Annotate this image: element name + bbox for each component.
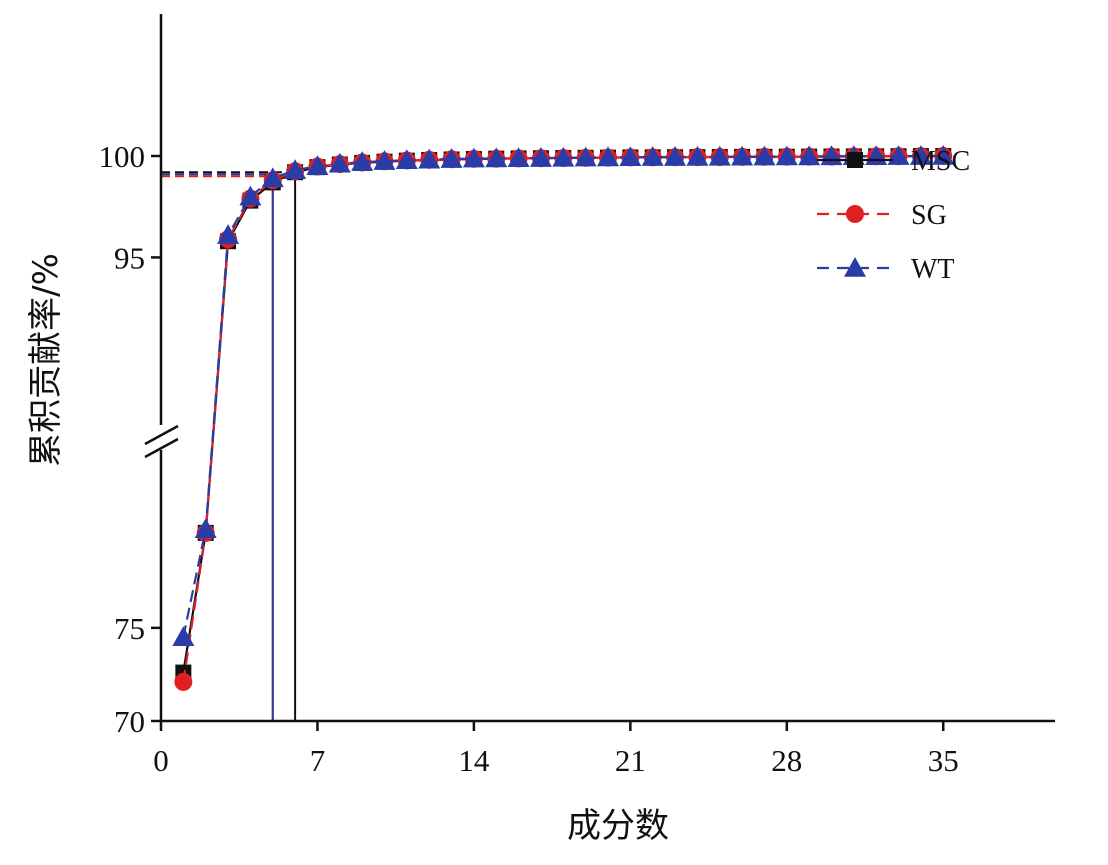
y-axis-label: 累积贡献率/% bbox=[26, 253, 66, 467]
data-point bbox=[753, 145, 776, 166]
data-point bbox=[351, 151, 374, 171]
data-point bbox=[395, 149, 418, 170]
legend-marker bbox=[844, 257, 866, 277]
data-point bbox=[485, 147, 508, 168]
series-layer bbox=[172, 145, 955, 691]
series-sg bbox=[174, 147, 953, 691]
data-point bbox=[418, 148, 441, 169]
data-point bbox=[708, 145, 731, 166]
data-point bbox=[775, 145, 798, 166]
axes: 70 75 95 100 0 7 14 21 28 35 bbox=[99, 14, 1055, 778]
data-point bbox=[529, 147, 552, 167]
legend-item: SG bbox=[817, 200, 947, 231]
data-point bbox=[462, 147, 485, 168]
series-wt bbox=[172, 145, 955, 646]
series-line bbox=[182, 154, 944, 673]
legend-marker bbox=[846, 205, 864, 223]
legend-marker bbox=[847, 152, 863, 168]
data-point bbox=[306, 155, 329, 175]
legend-label: MSC bbox=[911, 146, 970, 177]
legend-label: SG bbox=[911, 200, 947, 231]
axis-break-mark bbox=[144, 437, 179, 459]
x-tick-label: 21 bbox=[615, 743, 646, 778]
data-point bbox=[328, 152, 351, 173]
data-point bbox=[261, 167, 284, 188]
data-point bbox=[619, 146, 642, 167]
x-axis-label: 成分数 bbox=[567, 806, 669, 846]
axis-break-mark bbox=[144, 424, 179, 446]
data-point bbox=[574, 146, 597, 167]
y-tick-label: 75 bbox=[114, 611, 145, 646]
x-tick-label: 28 bbox=[771, 743, 802, 778]
data-point bbox=[932, 145, 955, 165]
data-point bbox=[217, 224, 240, 244]
x-tick-label: 35 bbox=[928, 743, 959, 778]
data-point bbox=[239, 185, 262, 206]
data-point bbox=[798, 145, 821, 166]
data-point bbox=[686, 145, 709, 166]
data-point bbox=[440, 148, 463, 168]
data-point bbox=[174, 672, 193, 691]
data-point bbox=[373, 150, 396, 170]
legend: MSC SG WT bbox=[817, 146, 970, 285]
legend-label: WT bbox=[911, 254, 955, 285]
x-tick-label: 0 bbox=[153, 743, 169, 778]
data-point bbox=[664, 146, 687, 166]
data-point bbox=[597, 146, 619, 167]
y-tick-label: 100 bbox=[99, 139, 146, 174]
data-point bbox=[172, 626, 195, 646]
data-point bbox=[194, 518, 217, 538]
data-point bbox=[641, 146, 664, 166]
legend-item: WT bbox=[817, 254, 955, 285]
series-line bbox=[182, 154, 944, 638]
x-tick-label: 14 bbox=[458, 743, 490, 778]
data-point bbox=[887, 145, 910, 165]
series-msc bbox=[175, 148, 952, 681]
x-tick-label: 7 bbox=[310, 743, 326, 778]
y-tick-label: 95 bbox=[114, 240, 145, 275]
data-point bbox=[909, 145, 932, 165]
series-line bbox=[182, 154, 944, 683]
y-tick-label: 70 bbox=[114, 704, 145, 739]
legend-item: MSC bbox=[817, 146, 970, 177]
reference-lines bbox=[161, 171, 297, 721]
data-point bbox=[507, 147, 530, 168]
data-point bbox=[552, 146, 575, 167]
data-point bbox=[284, 159, 307, 179]
data-point bbox=[731, 145, 754, 166]
